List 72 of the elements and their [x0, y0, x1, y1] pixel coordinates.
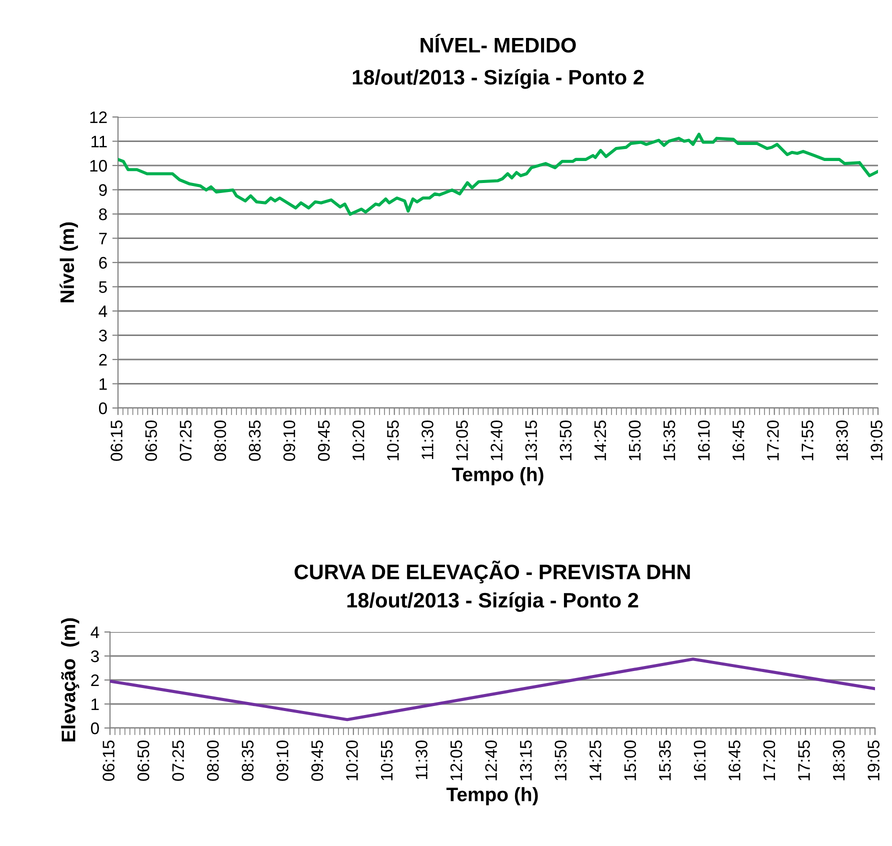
x-tick-label: 10:55: [380, 740, 393, 780]
y-tick-label: 11: [92, 136, 107, 148]
x-tick-label: 09:10: [283, 420, 296, 461]
y-tick-label: 3: [98, 330, 107, 342]
x-tick-label: 13:15: [520, 740, 532, 780]
x-tick-label: 09:45: [311, 740, 324, 781]
x-tick-label: 06:50: [137, 740, 150, 781]
x-tick-label: 13:50: [554, 740, 567, 780]
y-axis-title: Nível (m): [60, 222, 78, 302]
x-tick-label: 15:35: [663, 420, 676, 460]
x-tick-label: 10:20: [346, 740, 358, 780]
x-tick-label: 12:40: [490, 420, 502, 460]
y-tick-label: 12: [90, 111, 107, 124]
y-tick-label: 10: [90, 160, 107, 172]
x-tick-label: 11:30: [416, 740, 428, 780]
x-tick-label: 07:25: [172, 740, 184, 781]
x-tick-label: 14:25: [594, 420, 606, 460]
x-tick-label: 19:05: [868, 740, 880, 780]
x-tick-label: 08:35: [248, 420, 261, 461]
x-tick-label: 15:35: [659, 740, 671, 780]
y-tick-label: 2: [99, 354, 107, 366]
x-tick-label: 09:10: [276, 740, 288, 781]
x-axis-title: Tempo (h): [452, 467, 544, 486]
chart-title: NÍVEL- MEDIDO: [420, 34, 576, 53]
x-tick-label: 17:20: [767, 420, 779, 460]
x-axis-title: Tempo (h): [446, 787, 538, 806]
x-tick-label: 13:50: [560, 420, 572, 460]
x-tick-label: 15:00: [624, 740, 636, 780]
y-tick-label: 3: [90, 650, 99, 662]
x-tick-label: 12:05: [456, 420, 468, 460]
y-axis-title: Elevação (m): [61, 618, 80, 742]
x-tick-label: 09:45: [318, 420, 330, 461]
x-tick-label: 16:10: [694, 740, 706, 780]
x-tick-label: 13:15: [525, 420, 538, 460]
y-tick-label: 1: [92, 698, 99, 710]
x-tick-label: 10:55: [387, 420, 399, 460]
x-tick-label: 18:30: [832, 740, 845, 780]
x-tick-label: 10:20: [352, 420, 364, 460]
y-tick-label: 2: [91, 674, 99, 686]
x-tick-label: 17:55: [798, 740, 810, 780]
y-tick-label: 0: [90, 722, 99, 734]
x-tick-label: 17:20: [763, 740, 776, 780]
y-tick-label: 4: [98, 306, 108, 318]
x-tick-label: 16:45: [732, 420, 744, 460]
x-tick-label: 12:05: [450, 740, 462, 780]
y-tick-label: 8: [99, 208, 107, 220]
x-tick-label: 19:05: [870, 420, 882, 460]
x-tick-label: 06:15: [102, 740, 114, 781]
chart-title: CURVA DE ELEVAÇÃO - PREVISTA DHN: [294, 560, 690, 584]
y-tick-label: 4: [90, 626, 100, 638]
x-tick-label: 16:45: [728, 740, 740, 780]
x-tick-label: 14:25: [589, 740, 602, 780]
x-tick-label: 12:40: [485, 740, 497, 780]
x-tick-label: 08:35: [242, 740, 254, 781]
x-tick-label: 16:10: [698, 420, 710, 460]
y-tick-label: 9: [99, 184, 107, 196]
x-tick-label: 15:00: [628, 420, 641, 460]
chart-subtitle: 18/out/2013 - Sizígia - Ponto 2: [352, 69, 644, 89]
x-tick-label: 17:55: [802, 420, 814, 460]
x-tick-label: 08:00: [214, 420, 226, 461]
chart-subtitle: 18/out/2013 - Sizígia - Ponto 2: [347, 592, 638, 612]
y-tick-label: 1: [100, 378, 107, 390]
y-tick-label: 5: [98, 281, 107, 293]
y-tick-label: 0: [98, 402, 107, 414]
x-tick-label: 06:50: [145, 420, 158, 461]
x-tick-label: 08:00: [206, 740, 219, 781]
y-tick-label: 7: [99, 232, 107, 244]
x-tick-label: 07:25: [180, 420, 192, 461]
x-tick-label: 06:15: [110, 420, 122, 461]
x-tick-label: 18:30: [836, 420, 848, 460]
y-tick-label: 6: [99, 256, 107, 269]
x-tick-label: 11:30: [422, 420, 434, 460]
